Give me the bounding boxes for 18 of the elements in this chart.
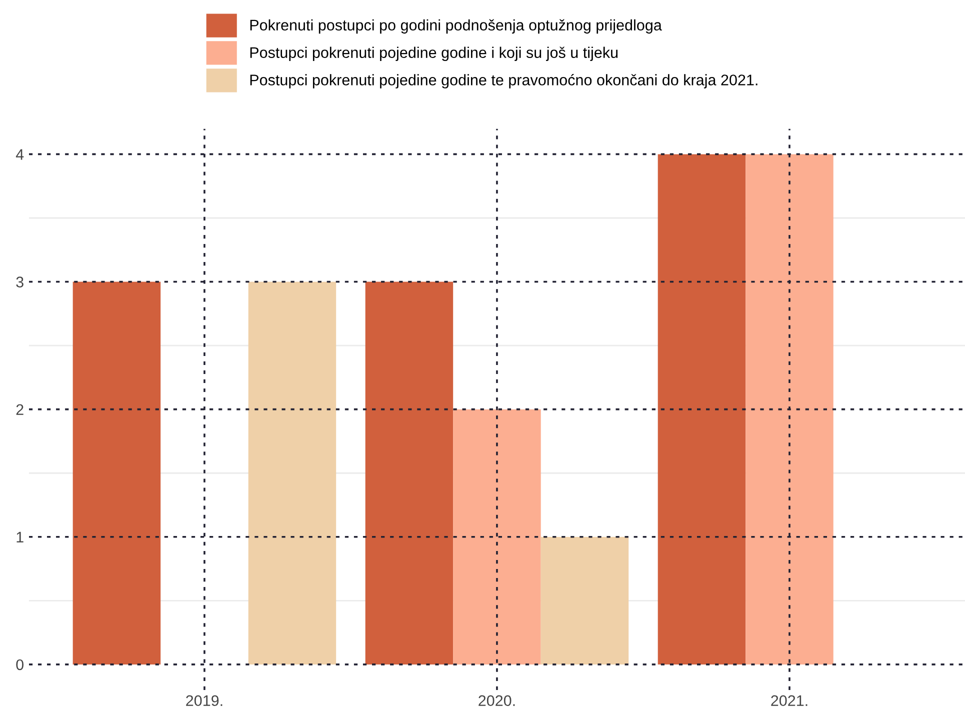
bar	[248, 282, 336, 664]
y-tick-label: 4	[16, 149, 24, 160]
legend-label: Postupci pokrenuti pojedine godine i koji su još u tijeku	[250, 46, 618, 61]
bar	[453, 409, 541, 664]
bar	[365, 282, 454, 664]
bar	[746, 154, 834, 664]
x-tick-label: 2021.	[771, 695, 808, 706]
bar	[658, 154, 746, 664]
x-tick-label: 2020.	[478, 695, 515, 706]
y-tick-label: 0	[16, 659, 24, 670]
x-tick-label: 2019.	[186, 695, 222, 706]
bar	[72, 282, 161, 664]
y-tick-label: 3	[16, 276, 24, 288]
legend-label: Postupci pokrenuti pojedine godine te pravomoćno okončani do kraja 2021.	[250, 74, 758, 88]
y-tick-label: 1	[16, 532, 24, 542]
bar	[540, 536, 629, 664]
y-tick-label: 2	[16, 404, 24, 415]
legend-label: Pokrenuti postupci po godini podnošenja optužnog prijedloga	[250, 19, 662, 34]
